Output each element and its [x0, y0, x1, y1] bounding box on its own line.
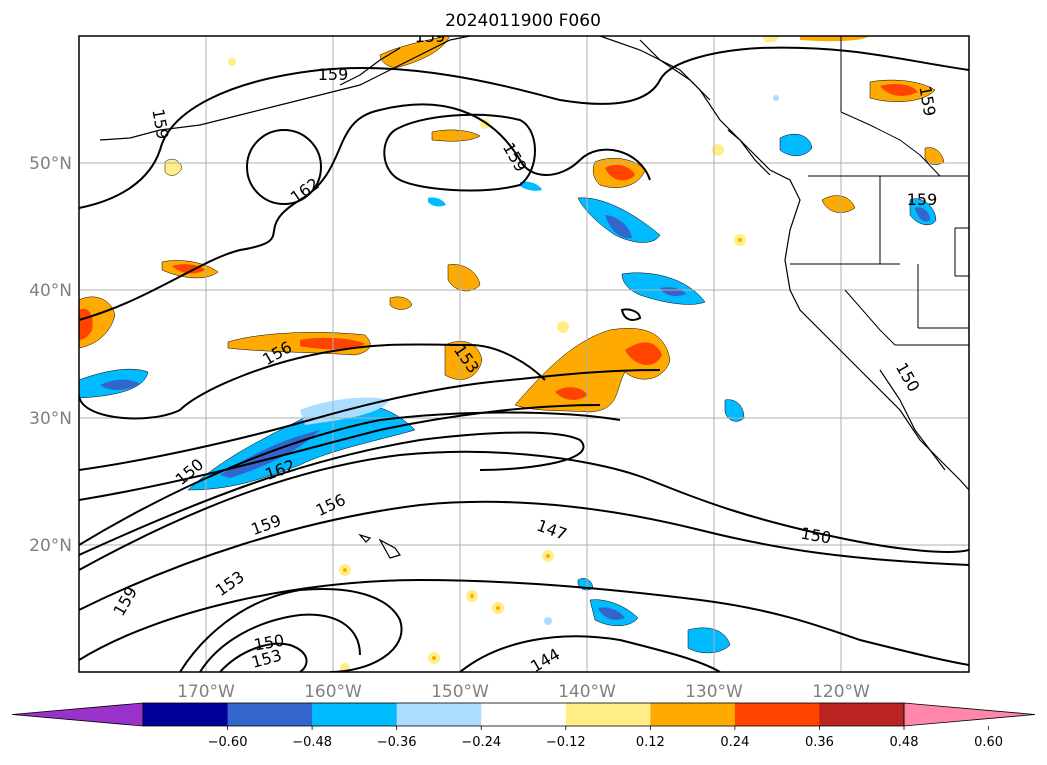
anomaly-blob [431, 129, 481, 142]
anomaly-blob [800, 36, 870, 42]
colorbar-tick-label: −0.24 [461, 735, 501, 750]
lat-label: 50°N [29, 154, 72, 174]
lat-label: 30°N [29, 409, 72, 429]
lat-label: 40°N [29, 281, 72, 301]
colorbar-segment [481, 703, 567, 726]
colorbar-tick-label: 0.12 [636, 735, 665, 750]
contour-label: 159 [907, 190, 938, 209]
anomaly-blob [428, 197, 446, 207]
longitude-labels: 170°W 160°W 150°W 140°W 130°W 120°W [177, 682, 870, 702]
anomaly-blob [444, 341, 483, 380]
shading-layer [79, 36, 945, 672]
graticule [79, 36, 969, 672]
country-borders [790, 36, 969, 346]
colorbar-border [142, 702, 905, 727]
anomaly-dot [544, 617, 552, 625]
colorbar-segment [227, 703, 313, 726]
colorbar-tick-label: 0.24 [720, 735, 749, 750]
colorbar-segment [396, 703, 482, 726]
colorbar-segment [143, 703, 229, 726]
colorbar-segment [565, 703, 651, 726]
lon-label: 140°W [558, 682, 616, 702]
anomaly-dot [228, 58, 236, 66]
anomaly-blob [389, 296, 413, 310]
coastlines [99, 36, 969, 559]
colorbar-segment [819, 703, 905, 726]
anomaly-dot [557, 321, 569, 333]
colorbar: −0.60 −0.48 −0.36 −0.24 −0.12 0.12 0.24 0.36 0.4… [11, 702, 1036, 750]
colorbar-tick-label: 0.36 [805, 735, 834, 750]
contour-label: 159 [415, 27, 446, 46]
anomaly-dot [712, 144, 724, 156]
colorbar-segment [650, 703, 736, 726]
anomaly-blob [379, 36, 450, 69]
height-contours [79, 46, 969, 672]
anomaly-blob [520, 181, 542, 191]
lon-label: 150°W [431, 682, 489, 702]
lat-label: 20°N [29, 536, 72, 556]
anomaly-blob [687, 627, 731, 654]
colorbar-tick-label: −0.48 [292, 735, 332, 750]
anomaly-blob [821, 195, 856, 213]
map-frame [78, 35, 970, 673]
anomaly-dot [773, 95, 779, 101]
colorbar-tick-label: −0.36 [377, 735, 417, 750]
lon-label: 160°W [304, 682, 362, 702]
contour-label: 159 [318, 65, 349, 84]
colorbar-segment [312, 703, 398, 726]
map-background [79, 36, 969, 672]
colorbar-segment [734, 703, 820, 726]
colorbar-tick-label: −0.12 [546, 735, 586, 750]
colorbar-extend-low [11, 702, 144, 727]
anomaly-dot [340, 663, 350, 672]
lon-label: 170°W [177, 682, 235, 702]
colorbar-tick-label: 0.60 [974, 735, 1003, 750]
lon-label: 130°W [685, 682, 743, 702]
latitude-labels: 50°N 40°N 30°N 20°N [29, 154, 72, 556]
anomaly-blob [924, 147, 945, 165]
anomaly-blob [779, 133, 813, 156]
colorbar-tick-label: −0.60 [208, 735, 248, 750]
lon-label: 120°W [812, 682, 870, 702]
colorbar-tick-label: 0.48 [890, 735, 919, 750]
colorbar-extend-high [903, 702, 1036, 727]
map-title: 2024011900 F060 [445, 11, 601, 31]
